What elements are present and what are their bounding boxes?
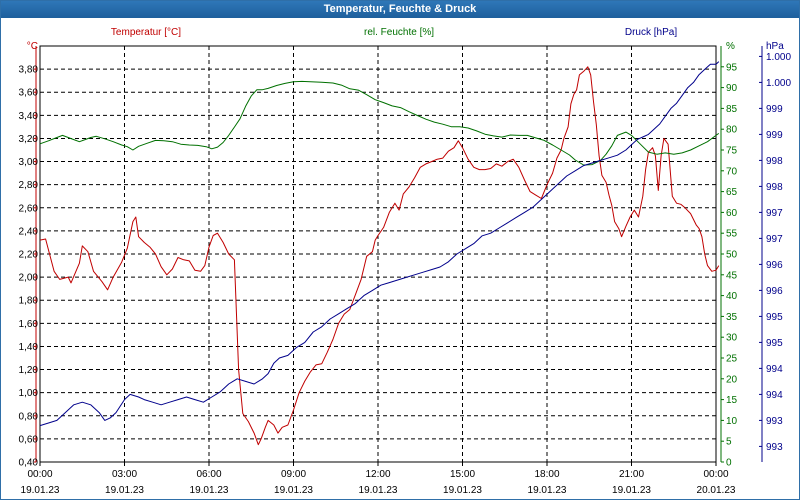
pressure-tick-label: 995 xyxy=(766,312,783,323)
temperature-tick-label: 2,40 xyxy=(19,226,39,237)
temperature-tick-label: 3,20 xyxy=(19,134,39,145)
humidity-tick-label: 15 xyxy=(726,395,738,406)
pressure-unit: hPa xyxy=(766,41,784,52)
window-title: Temperatur, Feuchte & Druck xyxy=(1,1,799,18)
pressure-tick-label: 999 xyxy=(766,104,783,115)
pressure-tick-label: 998 xyxy=(766,182,783,193)
humidity-line xyxy=(39,80,720,166)
temperature-axis: 0,40 0,60 0,80 1,00 1,20 1,40 1,60 1,80 2,00 2,20… xyxy=(19,46,39,469)
humidity-tick-label: 55 xyxy=(726,229,738,240)
date-tick-label: 19.01.23 xyxy=(190,485,229,496)
pressure-tick-label: 997 xyxy=(766,208,783,219)
temperature-tick-label: 1,40 xyxy=(19,342,39,353)
temperature-tick-label: 2,60 xyxy=(19,203,39,214)
humidity-tick-label: 60 xyxy=(726,208,738,219)
pressure-tick-label: 998 xyxy=(766,156,783,167)
time-tick-label: 21:00 xyxy=(619,469,644,480)
temperature-tick-label: 0,80 xyxy=(19,411,39,422)
temperature-line xyxy=(39,66,720,446)
pressure-tick-label: 993 xyxy=(766,416,783,427)
time-tick-label: 00:00 xyxy=(27,469,52,480)
series-lines xyxy=(39,61,720,446)
grid xyxy=(40,46,716,462)
humidity-legend: rel. Feuchte [%] xyxy=(364,27,434,38)
humidity-unit: % xyxy=(726,41,735,52)
humidity-tick-label: 85 xyxy=(726,104,738,115)
pressure-tick-label: 995 xyxy=(766,338,783,349)
humidity-tick-label: 20 xyxy=(726,374,738,385)
humidity-tick-label: 95 xyxy=(726,62,738,73)
date-tick-label: 19.01.23 xyxy=(443,485,482,496)
date-tick-label: 19.01.23 xyxy=(612,485,651,496)
temperature-tick-label: 2,80 xyxy=(19,180,39,191)
temperature-tick-label: 0,60 xyxy=(19,434,39,445)
time-tick-label: 12:00 xyxy=(365,469,390,480)
pressure-tick-label: 994 xyxy=(766,364,783,375)
temperature-tick-label: 2,20 xyxy=(19,250,39,261)
humidity-axis: 0 5 10 15 20 25 30 35 40 45 50 55 60 65 70 75 80 85 90 95 xyxy=(720,46,738,469)
time-tick-label: 15:00 xyxy=(450,469,475,480)
temperature-tick-label: 3,80 xyxy=(19,65,39,76)
humidity-tick-label: 90 xyxy=(726,83,738,94)
humidity-tick-label: 65 xyxy=(726,187,738,198)
pressure-tick-label: 994 xyxy=(766,390,783,401)
date-tick-label: 19.01.23 xyxy=(274,485,313,496)
pressure-tick-label: 993 xyxy=(766,442,783,453)
pressure-tick-label: 996 xyxy=(766,286,783,297)
pressure-tick-label: 999 xyxy=(766,130,783,141)
temperature-tick-label: 1,20 xyxy=(19,365,39,376)
temperature-tick-label: 1,80 xyxy=(19,296,39,307)
humidity-tick-label: 75 xyxy=(726,146,738,157)
time-tick-label: 03:00 xyxy=(112,469,137,480)
line-chart: 0,40 0,60 0,80 1,00 1,20 1,40 1,60 1,80 2,00 2,20… xyxy=(19,27,792,496)
date-tick-label: 19.01.23 xyxy=(21,485,60,496)
pressure-tick-label: 1.000 xyxy=(766,52,791,63)
time-tick-label: 00:00 xyxy=(703,469,728,480)
pressure-tick-label: 1.000 xyxy=(766,78,791,89)
temperature-legend: Temperatur [°C] xyxy=(111,27,181,38)
time-axis: 00:00 19.01.23 03:00 19.01.23 06:00 19.01.23 0… xyxy=(21,462,736,496)
humidity-tick-label: 80 xyxy=(726,125,738,136)
date-tick-label: 20.01.23 xyxy=(697,485,736,496)
temperature-tick-label: 3,40 xyxy=(19,111,39,122)
time-tick-label: 06:00 xyxy=(196,469,221,480)
time-tick-label: 18:00 xyxy=(534,469,559,480)
pressure-axis: 993 993 994 994 995 995 996 996 997 997 998 998 999 9… xyxy=(759,46,791,462)
humidity-tick-label: 35 xyxy=(726,312,738,323)
temperature-tick-label: 2,00 xyxy=(19,273,39,284)
humidity-tick-label: 70 xyxy=(726,166,738,177)
pressure-tick-label: 996 xyxy=(766,260,783,271)
temperature-tick-label: 3,60 xyxy=(19,88,39,99)
humidity-tick-label: 10 xyxy=(726,416,738,427)
humidity-tick-label: 25 xyxy=(726,354,738,365)
humidity-tick-label: 45 xyxy=(726,270,738,281)
temperature-tick-label: 0,40 xyxy=(19,458,39,469)
time-tick-label: 09:00 xyxy=(281,469,306,480)
humidity-tick-label: 40 xyxy=(726,291,738,302)
humidity-tick-label: 30 xyxy=(726,333,738,344)
pressure-tick-label: 997 xyxy=(766,234,783,245)
temperature-tick-label: 1,00 xyxy=(19,388,39,399)
temperature-tick-label: 3,00 xyxy=(19,157,39,168)
humidity-tick-label: 5 xyxy=(726,437,732,448)
date-tick-label: 19.01.23 xyxy=(359,485,398,496)
date-tick-label: 19.01.23 xyxy=(528,485,567,496)
humidity-tick-label: 50 xyxy=(726,250,738,261)
pressure-legend: Druck [hPa] xyxy=(625,27,677,38)
humidity-tick-label: 0 xyxy=(726,458,732,469)
temperature-unit: °C xyxy=(27,41,38,52)
temperature-tick-label: 1,60 xyxy=(19,319,39,330)
date-tick-label: 19.01.23 xyxy=(105,485,144,496)
pressure-line xyxy=(39,61,720,427)
